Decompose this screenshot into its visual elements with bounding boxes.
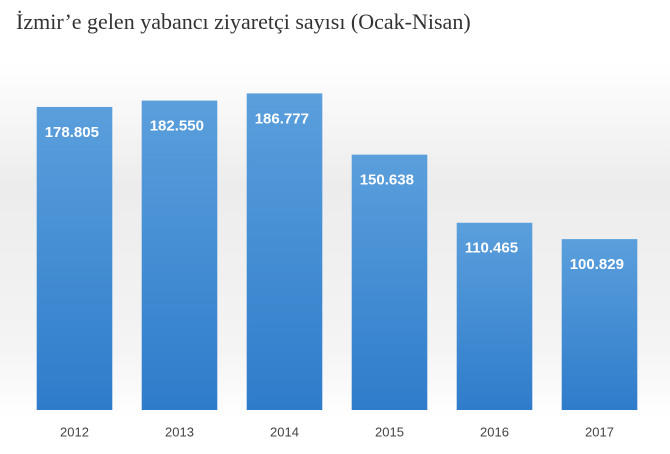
- bar: [561, 239, 638, 410]
- x-tick-label: 2012: [60, 424, 89, 439]
- x-tick-label: 2013: [165, 424, 194, 439]
- bar: [36, 106, 113, 410]
- bar: [456, 222, 533, 410]
- x-tick-label: 2017: [585, 424, 614, 439]
- value-label: 100.829: [570, 256, 624, 273]
- value-label: 110.465: [465, 240, 518, 257]
- value-label: 150.638: [360, 172, 414, 189]
- x-tick-label: 2015: [375, 424, 404, 439]
- x-tick-label: 2016: [480, 424, 509, 439]
- bar: [246, 93, 323, 410]
- bar: [351, 154, 428, 410]
- value-label: 182.550: [150, 118, 204, 135]
- value-label: 178.805: [45, 124, 99, 141]
- x-tick-label: 2014: [270, 424, 299, 439]
- chart-title: İzmir’e gelen yabancı ziyaretçi sayısı (…: [16, 9, 471, 34]
- bar: [141, 100, 218, 410]
- value-label: 186.777: [255, 110, 309, 127]
